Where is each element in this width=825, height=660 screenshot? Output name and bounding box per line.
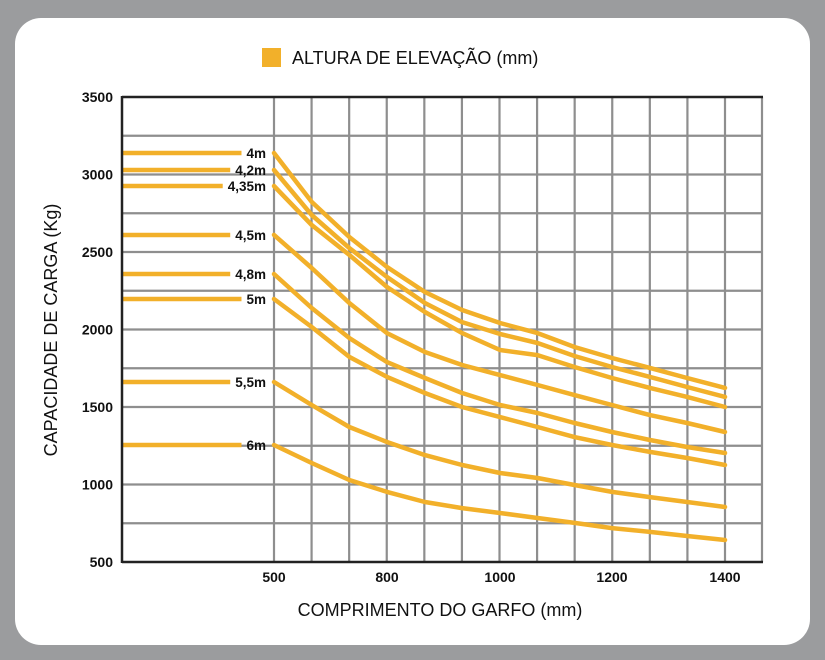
y-tick-label: 3000 <box>82 167 113 183</box>
y-tick-label: 2000 <box>82 322 113 338</box>
series-label: 4,8m <box>235 267 266 282</box>
y-tick-label: 1500 <box>82 399 113 415</box>
series-curves: 4m 4,2m4,35m 4,5m 4,8m 5m 5,5m 6m <box>122 146 728 543</box>
y-tick-label: 1000 <box>82 477 113 493</box>
series-curve <box>271 167 728 400</box>
x-tick-label: 1000 <box>484 569 515 585</box>
x-tick-label: 800 <box>375 569 399 585</box>
series-label: 5m <box>246 292 266 307</box>
legend-label: ALTURA DE ELEVAÇÃO (mm) <box>292 47 538 68</box>
grid <box>122 97 764 562</box>
series-4-8m: 4,8m <box>122 267 728 456</box>
x-tick-label: 1400 <box>709 569 740 585</box>
series-5m: 5m <box>122 292 728 468</box>
series-curve <box>271 271 728 456</box>
series-4-2m: 4,2m <box>122 163 728 400</box>
x-tick-label: 1200 <box>596 569 627 585</box>
y-tick-label: 500 <box>90 554 114 570</box>
series-curve <box>271 296 728 468</box>
y-tick-label: 2500 <box>82 244 113 260</box>
x-tick-label: 500 <box>262 569 286 585</box>
x-tick-labels: 500 800 1000 1200 1400 <box>262 569 740 585</box>
series-curve <box>271 183 728 410</box>
series-label: 4,35m <box>228 179 266 194</box>
series-4m: 4m <box>122 146 728 391</box>
series-label: 4,5m <box>235 228 266 243</box>
series-curve <box>271 379 728 510</box>
series-label: 5,5m <box>235 375 266 390</box>
legend-swatch <box>262 48 281 67</box>
x-axis-title: COMPRIMENTO DO GARFO (mm) <box>298 600 583 620</box>
series-label: 6m <box>246 438 266 453</box>
chart-card <box>15 18 810 645</box>
y-axis-title: CAPACIDADE DE CARGA (Kg) <box>41 204 61 457</box>
y-tick-label: 3500 <box>82 89 113 105</box>
plot-frame <box>120 95 763 564</box>
series-curve <box>271 150 728 391</box>
series-curve <box>271 232 728 435</box>
series-label: 4,2m <box>235 163 266 178</box>
series-4-5m: 4,5m <box>122 228 728 435</box>
y-tick-labels: 500 1000 1500 2000 2500 3000 3500 <box>82 89 113 570</box>
series-label: 4m <box>246 146 266 161</box>
series-curve <box>271 442 728 543</box>
series-4-35m: 4,35m <box>122 179 728 410</box>
series-6m: 6m <box>122 438 728 543</box>
series-5-5m: 5,5m <box>122 375 728 510</box>
